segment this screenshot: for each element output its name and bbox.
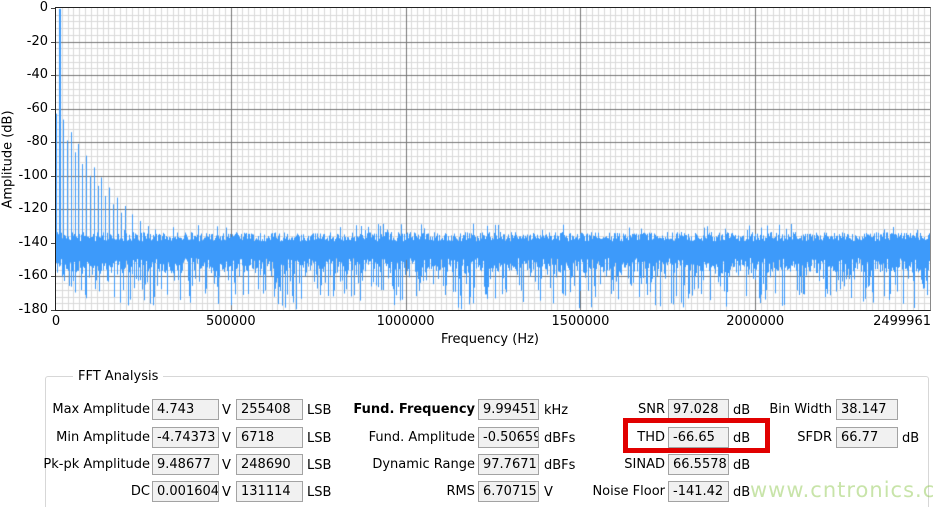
- field-unit-noise-floor: dB: [733, 485, 751, 500]
- field-label-snr: SNR: [637, 402, 665, 417]
- field-unit-dc-lsb: LSB: [307, 485, 332, 500]
- x-tick-label: 500000: [205, 314, 256, 329]
- field-label-pk-pk-amplitude: Pk-pk Amplitude: [43, 457, 150, 472]
- field-value-sfdr: 66.77: [836, 427, 898, 448]
- field-unit-dynamic-range: dBFs: [544, 458, 576, 473]
- y-tick-label: -80: [26, 134, 48, 150]
- field-unit-min-amplitude: V: [222, 431, 231, 446]
- field-value-max-amplitude-lsb: 255408: [236, 399, 303, 420]
- fft-spectrum-plot: [55, 7, 931, 311]
- field-value-pk-pk-amplitude-lsb: 248690: [236, 454, 303, 475]
- watermark-text: www.cntronics.com: [750, 478, 933, 502]
- y-axis-tickmark: [51, 175, 55, 177]
- y-axis-tickmark: [51, 242, 55, 244]
- y-tick-label: -60: [26, 100, 48, 116]
- y-tick-label: -160: [18, 268, 48, 284]
- y-axis-tickmark: [51, 108, 55, 110]
- field-unit-sinad: dB: [733, 458, 751, 473]
- y-tick-label: -40: [26, 67, 48, 83]
- field-label-dynamic-range: Dynamic Range: [372, 457, 475, 472]
- field-label-max-amplitude: Max Amplitude: [52, 402, 150, 417]
- field-value-pk-pk-amplitude: 9.48677: [152, 454, 219, 475]
- field-label-sinad: SINAD: [624, 457, 665, 472]
- field-label-bin-width: Bin Width: [769, 402, 832, 417]
- field-label-rms: RMS: [446, 484, 475, 499]
- field-label-thd: THD: [637, 430, 665, 445]
- x-axis-title: Frequency (Hz): [440, 332, 540, 347]
- y-axis-title: Amplitude (dB): [0, 110, 16, 209]
- field-label-fund-frequency: Fund. Frequency: [353, 402, 475, 417]
- y-tick-label: -120: [18, 201, 48, 217]
- field-value-bin-width: 38.147: [836, 399, 898, 420]
- field-label-dc: DC: [130, 484, 150, 499]
- field-unit-fund-amplitude: dBFs: [544, 431, 576, 446]
- field-value-min-amplitude-lsb: 6718: [236, 427, 303, 448]
- x-tick-label: 2000000: [726, 314, 785, 329]
- y-axis-tickmark: [51, 41, 55, 43]
- field-unit-max-amplitude: V: [222, 403, 231, 418]
- field-unit-snr: dB: [733, 403, 751, 418]
- field-unit-pk-pk-amplitude-lsb: LSB: [307, 458, 332, 473]
- field-label-fund-amplitude: Fund. Amplitude: [368, 430, 475, 445]
- field-label-sfdr: SFDR: [797, 430, 832, 445]
- field-value-min-amplitude: -4.74373: [152, 427, 219, 448]
- y-tick-label: 0: [39, 0, 48, 15]
- y-axis-tickmark: [51, 310, 55, 311]
- field-value-snr: 97.028: [668, 399, 729, 420]
- fft-analysis-title: FFT Analysis: [73, 369, 164, 384]
- field-value-max-amplitude: 4.743: [152, 399, 219, 420]
- field-value-noise-floor: -141.42: [668, 481, 729, 502]
- y-axis-tickmark: [51, 8, 55, 9]
- x-tick-label: 0: [51, 314, 61, 329]
- field-unit-max-amplitude-lsb: LSB: [307, 403, 332, 418]
- fft-analysis-groupbox: [45, 376, 929, 507]
- field-label-noise-floor: Noise Floor: [592, 484, 665, 499]
- field-unit-dc: V: [222, 485, 231, 500]
- field-value-rms: 6.70715: [478, 481, 539, 502]
- field-unit-min-amplitude-lsb: LSB: [307, 431, 332, 446]
- field-unit-sfdr: dB: [902, 431, 920, 446]
- field-unit-thd: dB: [733, 431, 751, 446]
- y-tick-label: -100: [18, 167, 48, 183]
- y-axis-tickmark: [51, 75, 55, 77]
- x-tick-label: 1000000: [376, 314, 435, 329]
- y-axis-tickmark: [51, 276, 55, 278]
- field-value-fund-amplitude: -0.506596: [478, 427, 539, 448]
- field-value-dc: 0.001604: [152, 481, 219, 502]
- field-unit-fund-frequency: kHz: [544, 403, 569, 418]
- thd-highlight-box: [623, 418, 770, 453]
- field-value-dc-lsb: 131114: [236, 481, 303, 502]
- y-tick-label: -140: [18, 234, 48, 250]
- field-unit-rms: V: [544, 485, 553, 500]
- x-tick-label: 1500000: [551, 314, 610, 329]
- y-tick-label: -20: [26, 33, 48, 49]
- field-value-sinad: 66.5578: [668, 454, 729, 475]
- field-value-thd: -66.65: [668, 427, 729, 448]
- y-axis-tickmark: [51, 209, 55, 211]
- field-unit-pk-pk-amplitude: V: [222, 458, 231, 473]
- y-tick-label: -180: [18, 302, 48, 317]
- fft-spectrum-canvas: [56, 8, 930, 310]
- y-axis-tickmark: [51, 142, 55, 144]
- field-value-dynamic-range: 97.7671: [478, 454, 539, 475]
- field-value-fund-frequency: 9.99451: [478, 399, 539, 420]
- x-tick-label: 2499961: [873, 314, 931, 329]
- field-label-min-amplitude: Min Amplitude: [56, 430, 150, 445]
